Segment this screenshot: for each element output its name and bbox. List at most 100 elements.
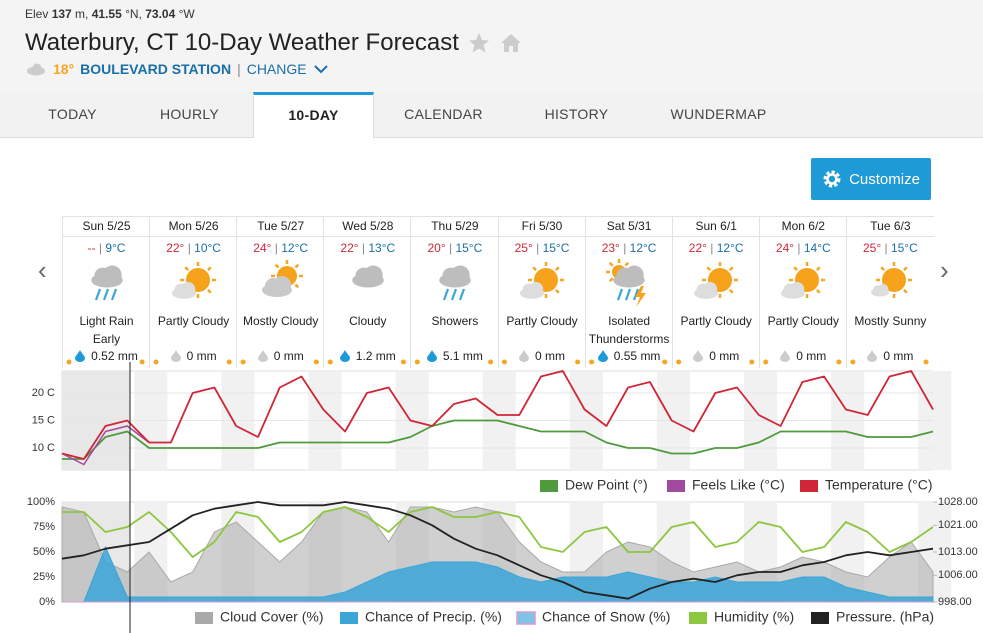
legend-swatch — [800, 480, 818, 492]
icon-box — [411, 256, 498, 312]
sun-ray — [609, 277, 614, 283]
day-temps: 25° | 15°C — [847, 240, 934, 256]
drop-icon — [867, 350, 878, 362]
sun-ray — [555, 289, 560, 294]
precip: 0 mm — [673, 348, 760, 364]
icon-box — [673, 256, 760, 312]
drop — [257, 350, 268, 362]
drop — [426, 350, 437, 362]
meta-part: 73.04 — [145, 7, 176, 21]
customize-button[interactable]: Customize — [811, 158, 931, 200]
sun-ray — [555, 266, 560, 271]
meta-part: °W — [175, 7, 195, 21]
condition: Mostly Cloudy — [243, 314, 319, 328]
legend-label: Chance of Snow (%) — [542, 609, 670, 625]
weather-icon — [694, 262, 739, 299]
high-temp: 24° — [253, 241, 272, 255]
rain-drop — [633, 288, 640, 301]
day-card: Mon 5/26 22° | 10°C Partly Cloudy 0 mm — [149, 216, 238, 368]
weather-icon — [606, 259, 647, 307]
meta-part: 41.55 — [91, 7, 122, 21]
sun-marker — [749, 359, 755, 365]
icon-box — [499, 256, 586, 312]
precip: 0 mm — [847, 348, 934, 364]
tab[interactable]: WUNDERMAP — [670, 106, 767, 122]
line — [61, 425, 150, 466]
low-temp: 15°C — [455, 241, 483, 255]
area — [62, 545, 934, 603]
rain-drop — [625, 288, 632, 301]
low-temp: 15°C — [890, 241, 918, 255]
sun-ray — [729, 266, 734, 271]
cloud — [790, 282, 805, 297]
low-temp: 12°C — [281, 241, 309, 255]
icon-box — [324, 256, 411, 312]
day-name: Sun 6/1 — [672, 216, 760, 237]
high-temp: 23° — [601, 241, 620, 255]
sun-ray — [206, 289, 212, 294]
legend-label: Humidity (%) — [714, 609, 794, 625]
y2-tick-label: 998.00 — [938, 596, 972, 608]
precip: 0.52 mm — [63, 348, 150, 364]
day-name: Wed 5/28 — [324, 216, 412, 237]
tab[interactable]: HISTORY — [544, 106, 609, 122]
sun-marker — [400, 359, 406, 365]
rain-drop — [442, 288, 449, 301]
sun-ray — [609, 261, 614, 267]
sun-marker — [763, 359, 769, 365]
line — [61, 370, 934, 460]
line — [61, 501, 934, 600]
page-title: Waterbury, CT 10-Day Weather Forecast — [25, 29, 459, 56]
chevron[interactable] — [313, 63, 329, 75]
cloud — [702, 282, 718, 297]
weather-icon — [352, 265, 384, 288]
sun-marker — [414, 359, 420, 365]
sun-marker — [662, 359, 668, 365]
weather-icon — [439, 265, 471, 301]
cloud — [180, 282, 195, 297]
legend-label: Feels Like (°C) — [692, 477, 785, 493]
prev-arrow[interactable]: ‹ — [38, 255, 47, 285]
current-row: 18° BOULEVARD STATION | CHANGE — [25, 61, 329, 77]
precip: 5.1 mm — [411, 348, 498, 364]
sun-marker — [240, 359, 246, 365]
gear-icon — [823, 170, 841, 188]
station[interactable]: BOULEVARD STATION — [80, 61, 232, 77]
legend-label: Dew Point (°) — [565, 477, 648, 493]
sun-ray — [880, 266, 886, 271]
y2-tick-label: 1028.00 — [938, 496, 978, 508]
temp-sep: | — [619, 241, 630, 255]
title-row: Waterbury, CT 10-Day Weather Forecast — [25, 29, 523, 57]
drop-icon — [597, 350, 608, 362]
sun-marker — [836, 359, 842, 365]
rain-drop — [110, 288, 117, 301]
y-tick-label: 75% — [33, 521, 55, 533]
temp-sep: | — [881, 241, 891, 255]
condition: Light Rain Early — [79, 314, 134, 346]
home-icon[interactable] — [499, 31, 523, 55]
y2-tick-label: 1013.00 — [938, 546, 978, 558]
day-temps: 22° | 13°C — [324, 240, 411, 256]
drop — [339, 350, 350, 362]
change-link[interactable]: CHANGE — [246, 61, 307, 77]
tab[interactable]: TODAY — [48, 106, 97, 122]
day-temps: 25° | 15°C — [499, 240, 586, 256]
legend-swatch — [540, 480, 558, 492]
star-icon[interactable] — [467, 31, 491, 55]
tab[interactable]: HOURLY — [159, 106, 220, 122]
day-temps: 23° | 12°C — [586, 240, 673, 256]
meta-part: m, — [71, 7, 92, 21]
day-card: Thu 5/29 20° | 15°C Showers 5.1 mm — [410, 216, 499, 368]
day-name: Tue 6/3 — [846, 216, 934, 237]
cloud — [877, 284, 889, 295]
tab[interactable]: 10-DAY — [253, 92, 374, 138]
day-temps: 22° | 12°C — [673, 240, 760, 256]
sun-marker — [676, 359, 682, 365]
tab[interactable]: CALENDAR — [404, 106, 483, 122]
weather-icon — [261, 260, 303, 297]
next-arrow[interactable]: › — [940, 255, 949, 285]
day-card: Tue 5/27 24° | 12°C Mostly Cloudy 0 mm — [236, 216, 325, 368]
tab-bar: TODAY HOURLY 10-DAY CALENDAR HISTORY WUNDERMA… — [0, 92, 983, 138]
meta-part: 137 — [51, 7, 72, 21]
drop-icon — [426, 350, 437, 362]
